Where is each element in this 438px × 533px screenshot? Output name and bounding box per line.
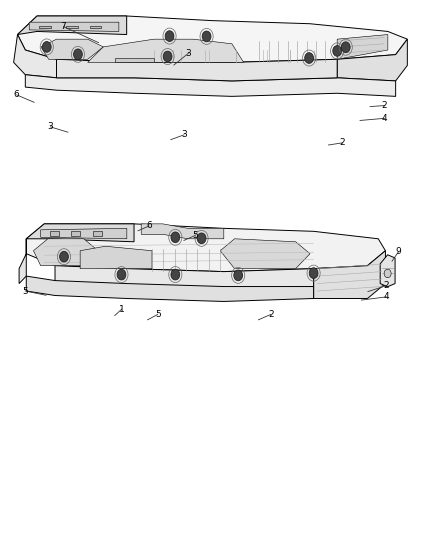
Circle shape (202, 31, 211, 42)
Bar (90, 26, 101, 28)
Polygon shape (26, 276, 314, 302)
Text: 5: 5 (22, 287, 28, 295)
Circle shape (42, 42, 51, 52)
Bar (93, 231, 102, 236)
Bar (39, 26, 51, 28)
Circle shape (117, 269, 126, 280)
Text: 4: 4 (384, 293, 389, 301)
Polygon shape (337, 39, 407, 81)
Polygon shape (41, 39, 103, 59)
Polygon shape (33, 239, 98, 265)
Text: 6: 6 (146, 222, 152, 230)
Text: 1: 1 (119, 305, 125, 313)
Text: 2: 2 (340, 139, 345, 147)
Text: 2: 2 (268, 310, 273, 319)
Bar (71, 231, 80, 236)
Polygon shape (19, 239, 26, 284)
Circle shape (384, 269, 391, 278)
Polygon shape (18, 16, 127, 35)
Circle shape (197, 233, 206, 244)
Polygon shape (220, 239, 310, 269)
Polygon shape (18, 16, 407, 62)
Circle shape (163, 51, 172, 62)
Circle shape (171, 269, 180, 280)
Polygon shape (115, 58, 154, 62)
Circle shape (309, 268, 318, 278)
Circle shape (171, 232, 180, 243)
Polygon shape (55, 265, 314, 289)
Circle shape (60, 252, 68, 262)
Polygon shape (57, 59, 337, 81)
Polygon shape (41, 228, 127, 239)
Circle shape (333, 46, 342, 56)
Polygon shape (14, 35, 57, 78)
Circle shape (234, 270, 243, 281)
Text: 3: 3 (185, 49, 191, 58)
Circle shape (165, 31, 174, 42)
Polygon shape (88, 39, 244, 62)
Polygon shape (337, 35, 388, 59)
Polygon shape (380, 255, 395, 287)
Text: 2: 2 (384, 281, 389, 290)
Text: 3: 3 (47, 123, 53, 131)
Text: 7: 7 (60, 22, 67, 31)
Text: 5: 5 (155, 310, 161, 319)
Circle shape (341, 42, 350, 53)
Bar (66, 26, 78, 28)
Polygon shape (29, 22, 119, 31)
Circle shape (305, 53, 314, 63)
Text: 9: 9 (396, 247, 402, 256)
Polygon shape (314, 251, 385, 298)
Polygon shape (80, 246, 152, 269)
Text: 3: 3 (181, 131, 187, 139)
Polygon shape (25, 75, 396, 96)
Polygon shape (141, 224, 224, 239)
Text: 6: 6 (14, 91, 20, 99)
Text: 2: 2 (382, 101, 387, 110)
Text: 5: 5 (192, 231, 198, 240)
Bar (49, 231, 59, 236)
Polygon shape (26, 224, 134, 242)
Text: 4: 4 (382, 114, 387, 123)
Circle shape (74, 49, 82, 60)
Polygon shape (26, 224, 385, 272)
